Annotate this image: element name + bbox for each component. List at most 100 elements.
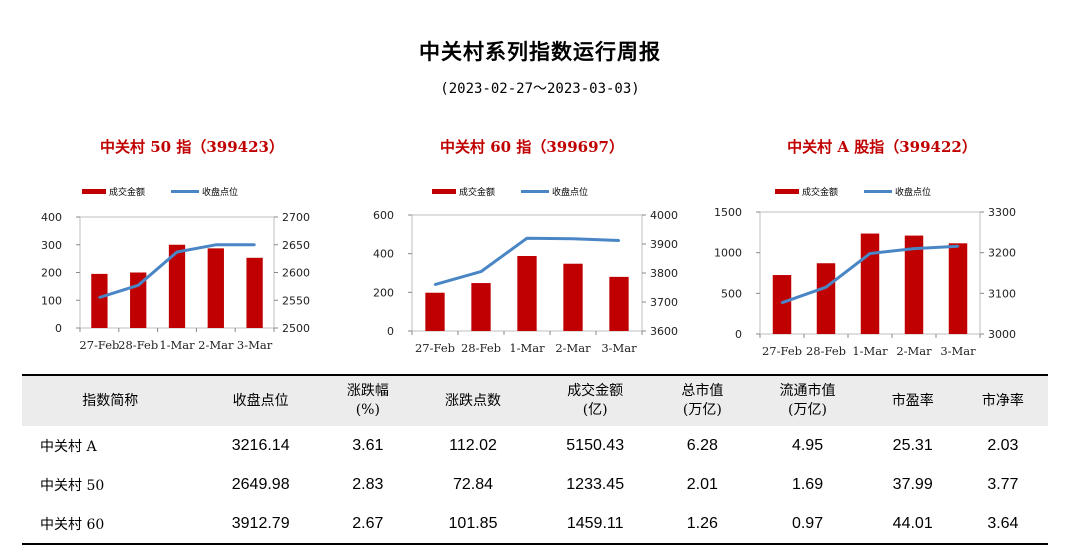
combo-chart: 成交金额 收盘点位 0 500 1000 1500 3000 3100 3200 3300 27-F…	[714, 186, 1016, 358]
y-left-tick-label: 200	[373, 286, 394, 299]
report-date-range: (2023-02-27～2023-03-03)	[440, 81, 640, 97]
y-left-tick-label: 400	[373, 248, 394, 261]
table-header-cell: 市盈率	[867, 374, 958, 426]
header-label: 成交金额	[567, 383, 624, 399]
line-point	[525, 237, 529, 240]
y-left-tick-label: 1500	[714, 206, 742, 219]
bar-trading-volume	[609, 276, 629, 331]
table-cell: 3.64	[957, 504, 1048, 545]
y-right-tick-label: 2500	[282, 322, 310, 335]
line-point	[571, 237, 575, 240]
x-tick-label: 27-Feb	[415, 341, 455, 355]
table-cell: 3.61	[352, 436, 384, 454]
line-point	[956, 244, 960, 248]
x-tick-label: 2-Mar	[896, 344, 932, 358]
y-right-tick-label: 3000	[988, 328, 1016, 341]
table-header-cell: 涨跌幅 (%)	[322, 374, 413, 426]
table-header-cell: 成交金额 (亿)	[533, 374, 658, 426]
table-body: 中关村 A 3216.14 3.61 112.02 5150.43 6.28 4.95 25.…	[22, 426, 1048, 545]
table-header-cell: 总市值 (万亿)	[657, 374, 748, 426]
table-cell: 2.67	[322, 504, 413, 545]
table-cell: 6.28	[686, 436, 718, 454]
chart-legend: 成交金额 收盘点位	[82, 186, 238, 198]
chart-title: 中关村 A 股指（399422）	[787, 138, 977, 156]
table-cell: 5150.43	[566, 436, 625, 454]
index-summary-table: 指数简称 收盘点位 涨跌幅 (%) 涨跌点数 成交金额 (亿) 总市值 (万亿) 流通市值 (万亿)…	[22, 374, 1048, 545]
bar-trading-volume	[904, 235, 924, 334]
header-label: 收盘点位	[232, 392, 289, 409]
header-label: 流通市值	[779, 383, 836, 399]
table-cell: 2.83	[352, 475, 384, 493]
y-right-tick-label: 2550	[282, 294, 310, 307]
table-cell: 0.97	[747, 504, 868, 545]
y-right-tick-label: 3600	[650, 325, 678, 338]
bar-trading-volume	[207, 248, 224, 328]
chart-panel-zgc50: 中关村 50 指（399423） 成交金额 收盘点位 0 100 200 300 400 25…	[22, 130, 362, 370]
table-cell: 3912.79	[198, 504, 323, 545]
y-right-tick-label: 3200	[988, 247, 1016, 260]
chart-legend: 成交金额 收盘点位	[775, 186, 931, 198]
header-label: 涨跌点数	[445, 392, 501, 409]
x-tick-label: 28-Feb	[118, 338, 158, 352]
report-title: 中关村系列指数运行周报	[419, 39, 661, 64]
header-unit: (亿)	[582, 402, 608, 418]
table-header-cell: 收盘点位	[198, 374, 323, 426]
index-name-cell: 中关村 60	[22, 504, 199, 545]
table-cell: 44.01	[867, 504, 958, 545]
line-point	[137, 284, 140, 287]
x-tick-label: 3-Mar	[940, 344, 976, 358]
combo-chart: 成交金额 收盘点位 0 200 400 600 3600 3700 3800 3900 4000 27…	[373, 186, 678, 355]
y-right-tick-label: 2650	[282, 239, 310, 252]
bar-trading-volume	[168, 244, 186, 328]
bar-trading-volume	[246, 257, 263, 328]
bar-trading-volume	[816, 263, 836, 334]
table-row: 中关村 A 3216.14 3.61 112.02 5150.43 6.28 4.95 25.…	[22, 426, 1048, 465]
x-tick-label: 1-Mar	[852, 344, 888, 358]
table-cell: 37.99	[892, 475, 933, 493]
legend-label-line: 收盘点位	[552, 186, 588, 198]
legend-bar-swatch	[82, 189, 106, 194]
header-label: 总市值	[681, 383, 724, 399]
line-point	[433, 283, 437, 286]
table-cell: 3.77	[987, 475, 1019, 493]
legend-label-bar: 成交金额	[802, 186, 838, 198]
legend-label-line: 收盘点位	[202, 186, 238, 198]
x-tick-label: 27-Feb	[762, 344, 802, 358]
legend-bar-swatch	[775, 189, 799, 194]
table-cell: 72.84	[452, 475, 494, 493]
chart-title: 中关村 60 指（399697）	[440, 138, 624, 156]
combo-chart: 成交金额 收盘点位 0 100 200 300 400 2500 2550 2600 2650 270…	[41, 186, 310, 352]
line-point	[617, 239, 621, 242]
bar-trading-volume	[563, 263, 583, 331]
bar-trading-volume	[91, 273, 108, 328]
y-right-tick-label: 3100	[988, 287, 1016, 300]
table-header-cell: 流通市值 (万亿)	[747, 374, 868, 426]
header-label: 指数简称	[82, 392, 139, 409]
table-row: 中关村 60 3912.79 2.67 101.85 1459.11 1.26 0.97 44…	[22, 504, 1048, 545]
x-tick-label: 3-Mar	[237, 338, 273, 352]
index-name-cell: 中关村 50	[40, 477, 105, 494]
header-label: 涨跌幅	[346, 383, 389, 399]
y-left-tick-label: 100	[41, 294, 62, 307]
bar-trading-volume	[471, 283, 491, 331]
chart-panel-zgc60: 中关村 60 指（399697） 成交金额 收盘点位 0 200 400 600 3600 3…	[362, 130, 702, 370]
line-point	[98, 296, 101, 299]
line-point	[214, 243, 217, 246]
y-left-tick-label: 0	[387, 325, 394, 338]
line-point	[868, 252, 872, 255]
header-label: 市净率	[981, 392, 1024, 409]
x-tick-label: 28-Feb	[461, 341, 501, 355]
table-cell: 4.95	[791, 436, 824, 454]
x-tick-label: 3-Mar	[601, 341, 637, 355]
index-name-cell: 中关村 A	[40, 438, 97, 455]
x-tick-label: 28-Feb	[806, 344, 846, 358]
table-header-cell: 指数简称	[22, 374, 199, 426]
table-header-row: 指数简称 收盘点位 涨跌幅 (%) 涨跌点数 成交金额 (亿) 总市值 (万亿) 流通市值 (万亿)…	[22, 374, 1048, 426]
x-tick-label: 1-Mar	[509, 341, 545, 355]
legend-label-bar: 成交金额	[109, 186, 145, 198]
header-label: 市盈率	[891, 392, 934, 409]
y-left-tick-label: 0	[735, 328, 742, 341]
bar-trading-volume	[948, 243, 968, 334]
table-cell: 2.03	[987, 436, 1019, 454]
x-tick-label: 2-Mar	[198, 338, 234, 352]
